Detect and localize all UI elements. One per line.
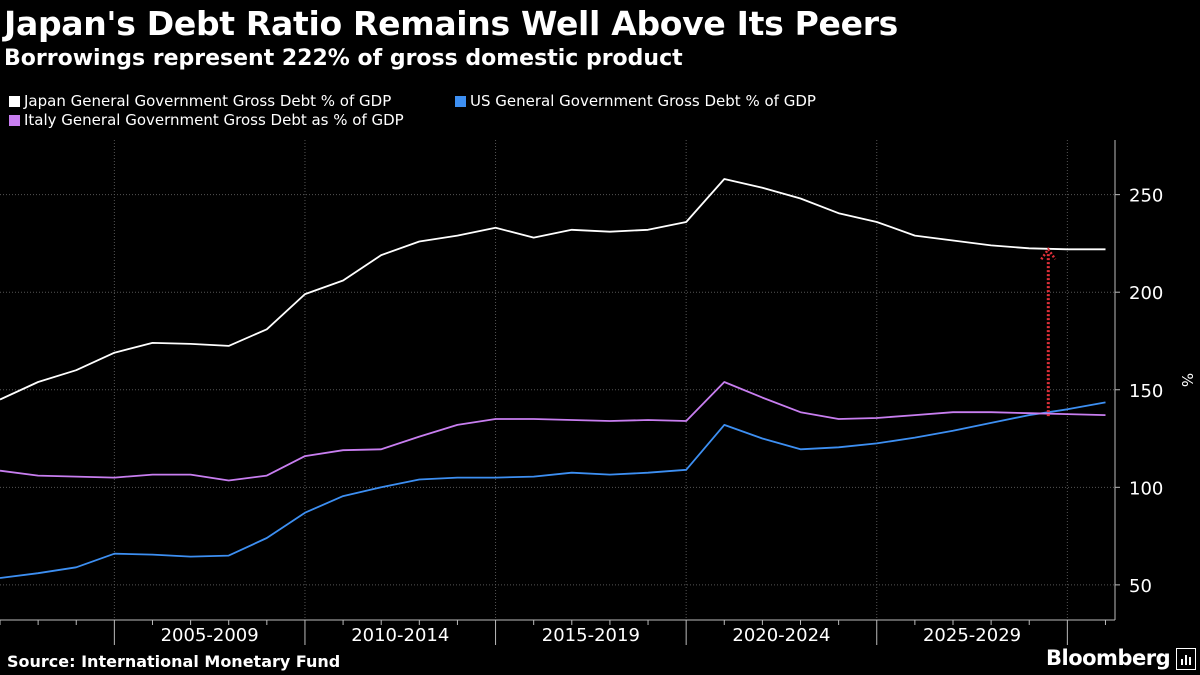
- bloomberg-logo: Bloomberg: [1046, 646, 1171, 670]
- legend-label-japan: Japan General Government Gross Debt % of…: [24, 92, 392, 110]
- legend-label-us: US General Government Gross Debt % of GD…: [470, 92, 816, 110]
- y-tick-label-150: 150: [1129, 381, 1163, 402]
- legend-item-italy: Italy General Government Gross Debt as %…: [9, 111, 404, 129]
- legend-swatch-italy: [9, 114, 20, 126]
- annotation: [1040, 247, 1057, 417]
- legend-item-japan: Japan General Government Gross Debt % of…: [9, 92, 391, 110]
- x-tick-label-2: 2015-2019: [542, 625, 640, 645]
- x-tick-label-4: 2025-2029: [923, 625, 1021, 645]
- annotation-arrow-head: [1040, 247, 1057, 260]
- y-tick-label-50: 50: [1129, 576, 1152, 597]
- series-line-1: [0, 401, 1106, 579]
- axes: [0, 140, 1120, 645]
- series-line-0: [0, 178, 1106, 401]
- y-axis-unit-label: %: [1178, 373, 1196, 387]
- legend-label-italy: Italy General Government Gross Debt as %…: [24, 111, 404, 129]
- x-tick-label-3: 2020-2024: [732, 625, 830, 645]
- x-tick-label-1: 2010-2014: [351, 625, 449, 645]
- chart-title: Japan's Debt Ratio Remains Well Above It…: [4, 4, 899, 43]
- legend-swatch-us: [455, 95, 466, 107]
- grid-lines: [0, 140, 1115, 620]
- source-note: Source: International Monetary Fund: [7, 652, 341, 671]
- series-line-2: [0, 381, 1106, 482]
- x-tick-label-0: 2005-2009: [161, 625, 259, 645]
- line-chart: 50 100 150 200 250% 2005-2009 2010-2014 2015-20…: [0, 140, 1196, 645]
- legend-swatch-japan: [9, 95, 20, 107]
- y-tick-label-250: 250: [1129, 186, 1163, 207]
- y-tick-label-100: 100: [1129, 478, 1163, 499]
- legend-item-us: US General Government Gross Debt % of GD…: [455, 92, 816, 110]
- chart-badge-icon: [1176, 648, 1196, 670]
- axis-labels: 50 100 150 200 250% 2005-2009 2010-2014 2015-20…: [161, 186, 1196, 645]
- series-lines: [0, 178, 1106, 579]
- y-tick-label-200: 200: [1129, 283, 1163, 304]
- chart-subtitle: Borrowings represent 222% of gross domes…: [4, 46, 683, 71]
